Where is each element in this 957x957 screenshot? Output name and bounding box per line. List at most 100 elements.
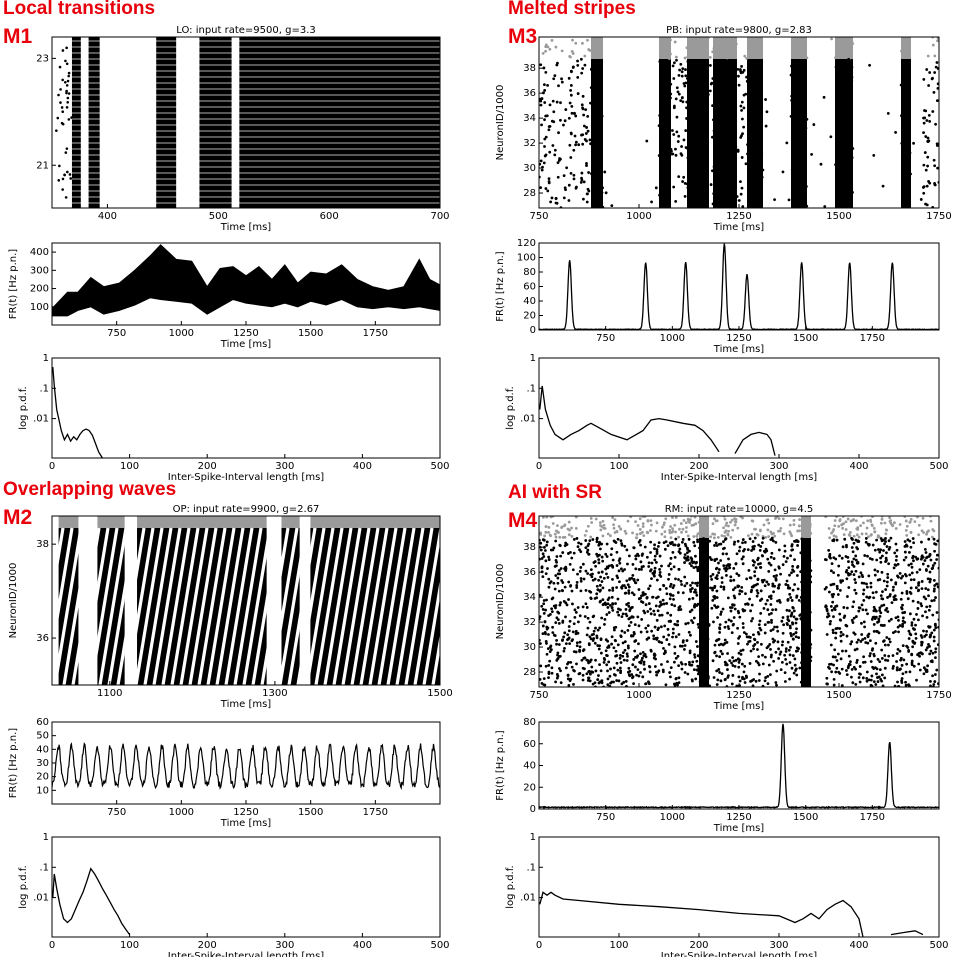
m4-raster-spike [694, 565, 698, 569]
m1-raster-spike [61, 78, 64, 82]
m4-raster-spike [604, 649, 608, 653]
m4-raster-spike [660, 613, 664, 617]
m4-raster-spike [886, 610, 890, 614]
m4-raster-spike [848, 530, 852, 534]
m4-raster-spike [733, 596, 737, 600]
m4-raster-spike [749, 649, 753, 653]
m4-raster-spike [900, 663, 904, 667]
m4-raster-spike [623, 529, 627, 533]
m3-raster-spike [785, 141, 789, 145]
m4-raster-spike [826, 682, 829, 686]
m3-raster-spike [664, 37, 668, 40]
m4-raster-spike [723, 567, 726, 570]
m4-raster-spike [737, 636, 740, 640]
m4-raster-spike [609, 534, 612, 538]
m3-raster-spike [567, 76, 571, 80]
model-label-m1: M1 [3, 25, 33, 48]
m4-raster-spike [756, 648, 759, 651]
m4-raster-spike [855, 640, 859, 644]
m4-raster-spike [567, 683, 571, 687]
m4-raster-spike [563, 585, 567, 589]
m4-raster-spike [576, 606, 580, 609]
m3-raster-spike [695, 168, 699, 171]
m4-raster-spike [779, 668, 783, 672]
m3-raster-spike [719, 75, 723, 79]
m4-raster-spike [763, 623, 767, 627]
m4-raster-spike [878, 550, 882, 554]
m4-raster-spike [678, 527, 681, 531]
m4-raster-spike [570, 534, 574, 538]
m4-raster-spike [781, 631, 785, 635]
m3-raster-spike [563, 186, 567, 190]
m4-raster-spike [784, 560, 788, 564]
m3-raster-spike [849, 188, 853, 192]
m3-raster-spike [581, 94, 585, 98]
m4-raster-spike [885, 636, 889, 639]
m4-raster-spike [917, 662, 921, 666]
m4-raster-spike [931, 674, 934, 678]
m4-raster-spike [569, 550, 572, 554]
m4-raster-spike [850, 667, 854, 671]
m3-raster-spike [581, 41, 584, 45]
m4-raster-spike [931, 564, 935, 567]
m3-raster-spike [581, 67, 585, 70]
m3-raster-spike [580, 103, 584, 107]
m4-raster-spike [550, 666, 554, 670]
m4-raster-spike [906, 538, 910, 542]
m4-raster-spike [741, 677, 744, 681]
m2-raster-wave-gap [19, 528, 45, 685]
m4-raster-spike [923, 559, 927, 562]
m4-raster-spike [575, 644, 579, 648]
m4-raster-spike [723, 625, 727, 629]
m4-raster-spike [669, 525, 672, 528]
m3-raster-spike [600, 191, 604, 195]
m4-raster-spike [699, 593, 703, 597]
m4-raster-spike [918, 654, 921, 658]
m4-raster-spike [859, 571, 863, 575]
m4-raster-spike [694, 591, 698, 594]
m4-raster-spike [758, 672, 761, 676]
m4-raster-spike [694, 677, 698, 681]
m3-isi-ytick-label: .01 [520, 414, 536, 425]
m4-raster-spike [687, 537, 691, 541]
m4-raster-spike [852, 616, 856, 620]
m3-raster-spike [715, 53, 719, 57]
m3-raster-spike [660, 136, 664, 140]
m4-raster-xtick-label: 1500 [826, 690, 851, 701]
m3-raster-spike [851, 42, 855, 45]
m3-raster-spike [716, 56, 719, 59]
m4-raster-spike [614, 639, 617, 643]
m3-raster-spike [690, 162, 694, 166]
m4-raster-spike [742, 670, 746, 674]
m4-raster-spike [546, 567, 549, 570]
m4-raster-spike [619, 661, 623, 664]
m4-raster-spike [863, 625, 866, 629]
m4-raster-spike [898, 624, 902, 627]
m3-raster-spike [740, 156, 744, 159]
m4-raster-spike [766, 621, 770, 624]
m1-raster-spike [66, 96, 70, 100]
m4-raster-spike [904, 680, 907, 684]
m4-firing-rate-xlabel: Time [ms] [713, 823, 765, 834]
m4-raster-spike [664, 683, 668, 687]
m4-raster-spike [788, 626, 792, 630]
m3-raster-spike [599, 181, 603, 184]
m4-raster-spike [922, 672, 926, 676]
m4-raster-spike [801, 591, 805, 594]
m4-raster-spike [647, 680, 650, 684]
m4-raster-spike [910, 653, 914, 657]
m4-raster-spike [719, 585, 723, 589]
m4-raster-spike [761, 536, 765, 540]
m3-raster-ytick-label: 30 [523, 163, 536, 174]
m4-raster-spike [785, 662, 789, 666]
m4-raster-spike [659, 600, 662, 604]
m4-raster-spike [568, 562, 572, 566]
m4-raster-spike [809, 575, 812, 579]
m4-raster-spike [674, 676, 678, 680]
m3-raster-title: PB: input rate=9800, g=2.83 [666, 25, 812, 36]
m4-raster-spike [892, 585, 895, 589]
m4-raster-spike [684, 622, 688, 626]
m4-raster-spike [796, 587, 800, 591]
m4-raster-spike [789, 632, 793, 635]
m4-raster-spike [610, 635, 614, 639]
